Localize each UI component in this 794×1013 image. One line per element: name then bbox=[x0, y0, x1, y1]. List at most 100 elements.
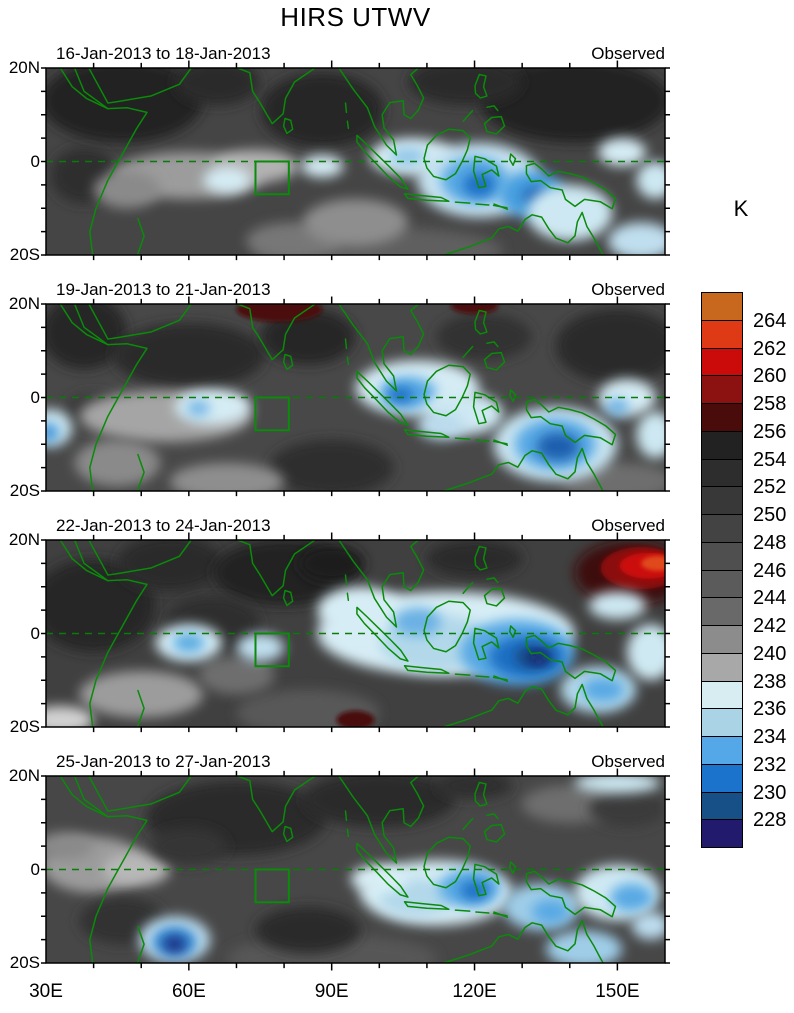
coastline-halmahera bbox=[510, 154, 516, 165]
coastline-philippines_luzon bbox=[475, 311, 487, 334]
colorbar-segment bbox=[701, 514, 743, 543]
coastline-africa_red_sea_coast bbox=[60, 776, 108, 817]
panel-3-header: 22-Jan-2013 to 24-Jan-2013 Observed bbox=[46, 514, 665, 536]
coastline-africa_horn_and_east_coast bbox=[75, 776, 147, 963]
coastline-africa_horn_and_east_coast bbox=[75, 68, 147, 255]
y-tick-label: 0 bbox=[30, 387, 40, 407]
coastline-andaman_islands bbox=[346, 811, 349, 836]
coastline-philippines_visayas bbox=[487, 578, 498, 583]
colorbar-segment bbox=[701, 791, 743, 821]
colorbar-tick-label: 264 bbox=[753, 309, 787, 332]
panel-frame bbox=[46, 776, 665, 963]
coastline-java_and_lesser_sunda bbox=[405, 194, 507, 208]
coastline-borneo bbox=[424, 129, 470, 179]
colorbar-tick-label: 232 bbox=[753, 753, 787, 776]
coastline-australia_north_coast bbox=[444, 448, 604, 491]
coastline-sumatra bbox=[357, 371, 408, 425]
coastline-africa_horn_and_east_coast bbox=[75, 304, 147, 491]
coastline-philippines_visayas bbox=[487, 106, 498, 111]
colorbar-tick-label: 254 bbox=[753, 448, 787, 471]
coastline-halmahera bbox=[510, 390, 516, 401]
colorbar-segment bbox=[701, 403, 743, 432]
coastline-new_guinea bbox=[526, 871, 615, 916]
coastline-philippines_mindanao bbox=[485, 353, 505, 370]
coastline-philippines_luzon bbox=[475, 547, 487, 570]
y-tick-label: 0 bbox=[30, 151, 40, 171]
map-panel-4 bbox=[46, 776, 665, 963]
roi-box bbox=[256, 398, 289, 431]
coastline-sumatra bbox=[357, 607, 408, 661]
y-tick-label: 20S bbox=[9, 953, 40, 972]
colorbar-tick-label: 256 bbox=[753, 420, 787, 443]
colorbar-segment bbox=[701, 736, 743, 765]
coastline-bay_of_bengal_and_indochina bbox=[339, 304, 424, 391]
coastline-sumatra bbox=[357, 843, 408, 897]
y-tick-label: 20N bbox=[8, 58, 40, 77]
colorbar-segment bbox=[701, 375, 743, 404]
coastline-java_and_lesser_sunda bbox=[405, 902, 507, 916]
x-tick-label: 120E bbox=[452, 981, 497, 1002]
coastline-australia_north_coast bbox=[444, 920, 604, 963]
coastline-andaman_islands bbox=[346, 103, 349, 128]
y-tick-label: 0 bbox=[30, 859, 40, 879]
x-tick-label: 60E bbox=[171, 981, 206, 1002]
coastline-sri_lanka bbox=[284, 118, 293, 133]
coastline-madagascar_north bbox=[137, 455, 144, 491]
y-tick-label: 20N bbox=[8, 294, 40, 313]
y-tick-label: 0 bbox=[30, 623, 40, 643]
coastline-india bbox=[237, 304, 315, 360]
colorbar-segment bbox=[701, 486, 743, 515]
colorbar-segment bbox=[701, 763, 743, 793]
colorbar-tick-label: 240 bbox=[753, 642, 787, 665]
colorbar-segment bbox=[701, 541, 743, 571]
coastline-andaman_islands bbox=[346, 339, 349, 364]
colorbar-tick-label: 228 bbox=[753, 809, 787, 832]
coastline-madagascar_north bbox=[137, 927, 144, 963]
panel-source-label: Observed bbox=[591, 280, 665, 299]
coastline-africa_horn_and_east_coast bbox=[75, 540, 147, 727]
coastline-africa_red_sea_coast bbox=[60, 68, 108, 109]
y-tick-label: 20S bbox=[9, 481, 40, 500]
panel-source-label: Observed bbox=[591, 516, 665, 535]
panel-period-label: 19-Jan-2013 to 21-Jan-2013 bbox=[56, 280, 271, 299]
roi-box bbox=[256, 162, 289, 195]
coastline-java_and_lesser_sunda bbox=[405, 430, 507, 444]
y-tick-label: 20S bbox=[9, 245, 40, 264]
coastline-sri_lanka bbox=[284, 826, 293, 841]
map-panel-1 bbox=[46, 68, 665, 255]
coastline-madagascar_north bbox=[137, 219, 144, 255]
coastline-australia_north_coast bbox=[444, 684, 604, 727]
panel-period-label: 16-Jan-2013 to 18-Jan-2013 bbox=[56, 44, 271, 63]
colorbar-segment bbox=[701, 292, 743, 321]
panel-source-label: Observed bbox=[591, 752, 665, 771]
colorbar-tick-label: 252 bbox=[753, 476, 787, 499]
map-panel-3 bbox=[46, 540, 665, 727]
coastline-new_guinea bbox=[526, 635, 615, 680]
coastline-philippines_luzon bbox=[475, 783, 487, 806]
coastline-palawan bbox=[463, 583, 473, 594]
coastline-timor bbox=[494, 204, 507, 209]
coastline-philippines_mindanao bbox=[485, 589, 505, 606]
coastline-madagascar_north bbox=[137, 691, 144, 727]
coastline-philippines_luzon bbox=[475, 75, 487, 98]
coastline-sulawesi bbox=[474, 156, 499, 187]
x-tick-label: 150E bbox=[595, 981, 640, 1002]
colorbar-segment bbox=[701, 347, 743, 377]
coastline-palawan bbox=[463, 819, 473, 830]
coastline-philippines_visayas bbox=[487, 814, 498, 819]
coastline-halmahera bbox=[510, 626, 516, 637]
panel-2-header: 19-Jan-2013 to 21-Jan-2013 Observed bbox=[46, 278, 665, 300]
panel-frame bbox=[46, 68, 665, 255]
coastline-sulawesi bbox=[474, 392, 499, 423]
colorbar-segment bbox=[701, 680, 743, 710]
colorbar-tick-label: 230 bbox=[753, 781, 787, 804]
coastline-borneo bbox=[424, 365, 470, 415]
coastline-timor bbox=[494, 440, 507, 445]
coastline-bay_of_bengal_and_indochina bbox=[339, 776, 424, 863]
coastline-philippines_mindanao bbox=[485, 117, 505, 134]
coastline-sri_lanka bbox=[284, 354, 293, 369]
colorbar-tick-label: 248 bbox=[753, 531, 787, 554]
colorbar-tick-label: 262 bbox=[753, 337, 787, 360]
roi-box bbox=[256, 634, 289, 667]
coastline-andaman_islands bbox=[346, 575, 349, 600]
